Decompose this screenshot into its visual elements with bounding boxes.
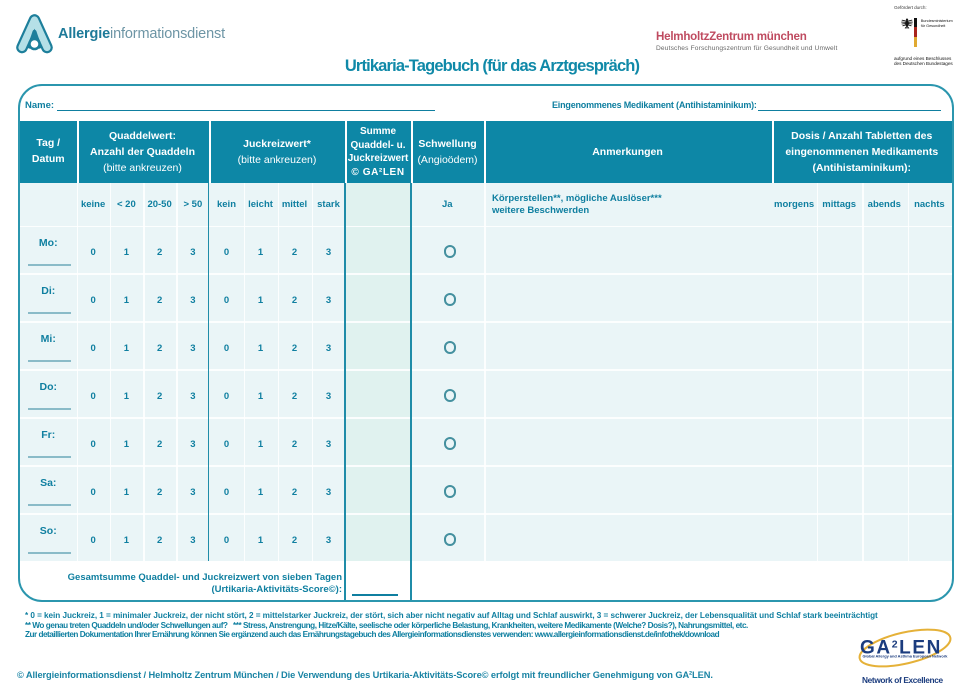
svg-text:GA2LEN: GA2LEN — [860, 638, 942, 659]
svg-text:Global Allergy and Asthma Euro: Global Allergy and Asthma European Netwo… — [863, 654, 949, 659]
